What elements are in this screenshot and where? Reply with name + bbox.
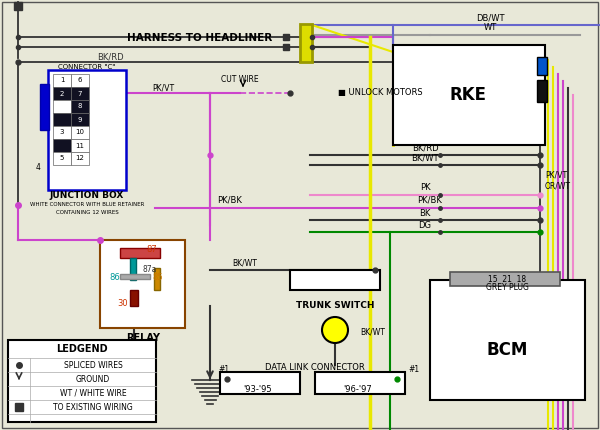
Bar: [53, 152, 71, 165]
Text: LEDGEND: LEDGEND: [56, 344, 108, 354]
Bar: [71, 87, 89, 100]
Text: 8: 8: [78, 104, 82, 110]
Text: 1: 1: [60, 77, 64, 83]
Text: '93-'95: '93-'95: [244, 386, 272, 394]
Bar: [15, 403, 23, 411]
Bar: [220, 372, 300, 394]
Text: 11: 11: [76, 142, 85, 148]
Text: GREY PLUG: GREY PLUG: [485, 283, 529, 292]
Text: BK/WT: BK/WT: [411, 154, 439, 163]
Bar: [71, 126, 89, 139]
Text: DG: DG: [419, 221, 431, 230]
Bar: [283, 34, 289, 40]
Bar: [53, 100, 71, 113]
Bar: [53, 74, 71, 87]
Text: WT: WT: [484, 24, 497, 33]
Text: CUT WIRE: CUT WIRE: [221, 76, 259, 85]
Text: JUNCTION BOX: JUNCTION BOX: [50, 191, 124, 200]
Text: 87a: 87a: [143, 265, 157, 274]
Text: GROUND: GROUND: [76, 375, 110, 384]
Text: 10: 10: [76, 129, 85, 135]
Text: TO EXISTING WIRING: TO EXISTING WIRING: [53, 402, 133, 412]
Text: 9: 9: [78, 117, 82, 123]
Text: ■ UNLOCK MOTORS: ■ UNLOCK MOTORS: [338, 89, 422, 98]
Bar: [537, 57, 547, 75]
Bar: [130, 290, 138, 306]
Text: OR/WT: OR/WT: [545, 181, 571, 190]
Text: PK/VT: PK/VT: [545, 171, 567, 179]
Text: BK/WT: BK/WT: [360, 328, 385, 337]
Bar: [14, 2, 22, 10]
Bar: [100, 240, 185, 328]
Text: 2: 2: [60, 90, 64, 96]
Bar: [8, 340, 156, 422]
Circle shape: [322, 317, 348, 343]
Bar: [53, 139, 71, 152]
Text: PK: PK: [419, 184, 430, 193]
Bar: [537, 80, 547, 102]
Text: PK/VT: PK/VT: [152, 83, 174, 92]
Bar: [450, 272, 560, 286]
Bar: [71, 152, 89, 165]
Text: 87: 87: [146, 246, 157, 255]
Text: CONNECTOR "C": CONNECTOR "C": [58, 64, 116, 70]
Text: 86: 86: [110, 273, 121, 283]
Text: 85: 85: [152, 273, 163, 283]
Text: 30: 30: [118, 300, 128, 308]
Bar: [393, 45, 545, 145]
Bar: [315, 372, 405, 394]
Text: RKE: RKE: [449, 86, 487, 104]
Text: BCM: BCM: [487, 341, 527, 359]
Text: SPLICED WIRES: SPLICED WIRES: [64, 360, 122, 369]
Text: 15  21  18: 15 21 18: [488, 274, 526, 283]
Text: #1: #1: [408, 366, 419, 375]
Bar: [71, 74, 89, 87]
Text: WT / WHITE WIRE: WT / WHITE WIRE: [59, 388, 127, 397]
Bar: [120, 274, 150, 279]
Bar: [120, 248, 160, 258]
Bar: [53, 87, 71, 100]
Bar: [53, 126, 71, 139]
Text: DB/WT: DB/WT: [476, 13, 504, 22]
Bar: [71, 100, 89, 113]
Text: TRUNK SWITCH: TRUNK SWITCH: [296, 301, 374, 310]
Text: 5: 5: [60, 156, 64, 162]
Bar: [130, 258, 136, 280]
Text: BK/RD: BK/RD: [412, 144, 439, 153]
Text: BK/RD: BK/RD: [97, 52, 124, 61]
Text: #1: #1: [218, 366, 229, 375]
Text: WHITE CONNECTOR WITH BLUE RETAINER: WHITE CONNECTOR WITH BLUE RETAINER: [30, 203, 144, 208]
Bar: [154, 268, 160, 290]
Text: PK/BK: PK/BK: [218, 196, 242, 205]
Bar: [53, 113, 71, 126]
Bar: [71, 113, 89, 126]
Bar: [48, 70, 126, 190]
Bar: [300, 24, 312, 62]
Text: 6: 6: [78, 77, 82, 83]
Text: 7: 7: [78, 90, 82, 96]
Text: RELAY: RELAY: [126, 333, 160, 343]
Text: 3: 3: [60, 129, 64, 135]
Text: CONTAINING 12 WIRES: CONTAINING 12 WIRES: [56, 209, 118, 215]
Bar: [290, 270, 380, 290]
Text: BK: BK: [419, 209, 431, 218]
Text: BK/WT: BK/WT: [233, 258, 257, 267]
Bar: [283, 44, 289, 50]
Text: '96-'97: '96-'97: [344, 386, 373, 394]
Bar: [430, 280, 585, 400]
Text: PK/BK: PK/BK: [418, 196, 442, 205]
Text: DATA LINK CONNECTOR: DATA LINK CONNECTOR: [265, 362, 365, 372]
Bar: [40, 84, 49, 130]
Text: 12: 12: [76, 156, 85, 162]
Text: HARNESS TO HEADLINER: HARNESS TO HEADLINER: [127, 33, 272, 43]
Text: 4: 4: [35, 163, 40, 172]
Bar: [71, 139, 89, 152]
